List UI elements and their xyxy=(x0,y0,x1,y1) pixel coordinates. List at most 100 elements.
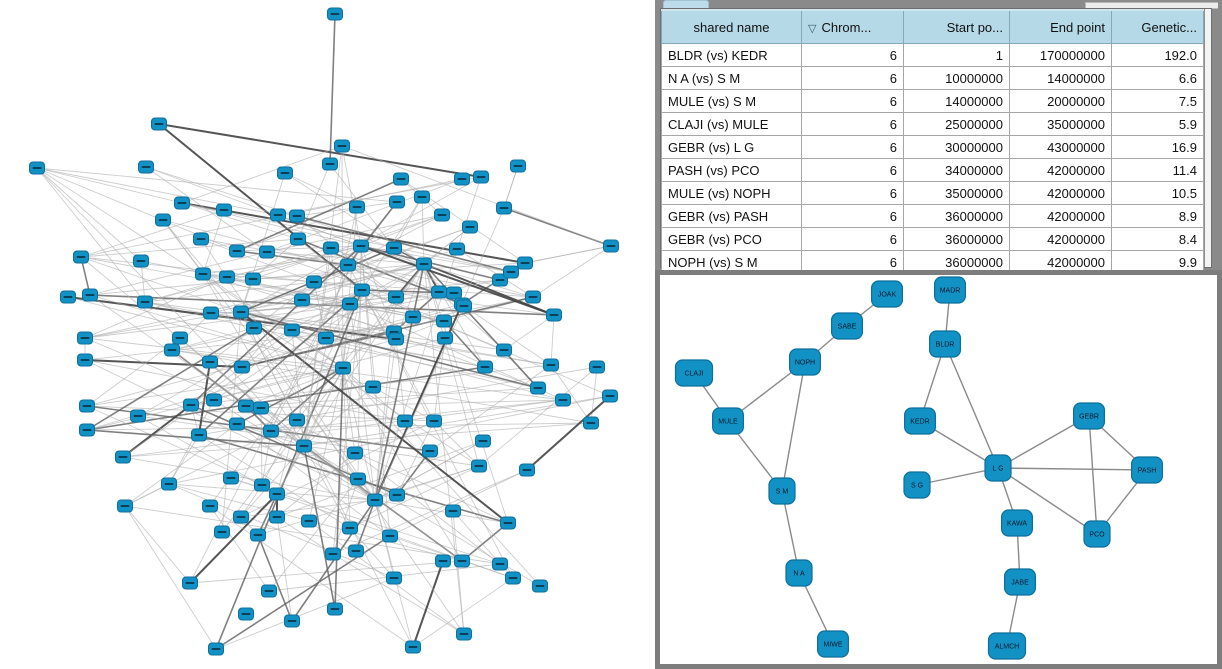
network-node[interactable] xyxy=(138,160,154,174)
network-edge[interactable] xyxy=(334,367,344,610)
network-edge[interactable] xyxy=(124,505,217,650)
network-node[interactable] xyxy=(115,450,131,464)
network-node[interactable] xyxy=(161,477,177,491)
network-edge[interactable] xyxy=(209,505,414,648)
network-node[interactable] xyxy=(289,413,305,427)
table-cell[interactable]: 14000000 xyxy=(903,89,1010,113)
table-cell[interactable]: 6 xyxy=(801,181,904,205)
network-node[interactable] xyxy=(386,571,402,585)
network-edge[interactable] xyxy=(421,196,425,265)
network-edge[interactable] xyxy=(181,202,526,264)
network-edge[interactable] xyxy=(158,123,363,291)
network-node[interactable] xyxy=(206,393,222,407)
network-edge[interactable] xyxy=(86,305,465,407)
network-node[interactable] xyxy=(306,275,322,289)
filter-funnel-icon[interactable]: ▽ xyxy=(808,22,817,35)
network-node[interactable] xyxy=(245,272,261,286)
network-node[interactable] xyxy=(530,381,546,395)
network-edge[interactable] xyxy=(349,303,376,501)
network-edge[interactable] xyxy=(361,289,435,422)
table-cell[interactable]: 5.9 xyxy=(1111,112,1204,136)
network-node[interactable] xyxy=(350,472,366,486)
network-node[interactable] xyxy=(454,554,470,568)
table-cell[interactable]: 6 xyxy=(801,112,904,136)
network-edge[interactable] xyxy=(162,219,376,501)
network-edge[interactable] xyxy=(36,167,146,303)
network-edge[interactable] xyxy=(89,294,344,369)
table-scrollbar[interactable] xyxy=(1204,9,1211,267)
network-edge[interactable] xyxy=(590,366,598,424)
network-node[interactable] xyxy=(174,196,190,210)
network-edge[interactable] xyxy=(86,327,255,431)
table-cell[interactable]: 10.5 xyxy=(1111,181,1204,205)
table-cell[interactable]: MULE (vs) S M xyxy=(661,89,802,113)
network-edge[interactable] xyxy=(342,206,358,369)
table-cell[interactable]: 10000000 xyxy=(903,66,1010,90)
network-node[interactable] xyxy=(183,398,199,412)
table-cell[interactable]: 1 xyxy=(903,43,1010,67)
subnetwork-node[interactable]: N A xyxy=(785,559,813,587)
network-node[interactable] xyxy=(318,331,334,345)
table-cell[interactable]: 36000000 xyxy=(903,204,1010,228)
network-edge[interactable] xyxy=(158,123,482,178)
network-edge[interactable] xyxy=(240,296,397,313)
table-cell[interactable]: PASH (vs) PCO xyxy=(661,158,802,182)
network-node[interactable] xyxy=(532,579,548,593)
network-edge[interactable] xyxy=(303,445,356,454)
network-edge[interactable] xyxy=(478,366,598,467)
network-edge[interactable] xyxy=(332,289,363,555)
network-node[interactable] xyxy=(543,358,559,372)
subnetwork-edge[interactable] xyxy=(997,467,1098,535)
network-node[interactable] xyxy=(496,343,512,357)
network-edge[interactable] xyxy=(168,399,215,485)
network-edge[interactable] xyxy=(240,311,509,524)
network-edge[interactable] xyxy=(341,145,612,247)
network-edge[interactable] xyxy=(252,214,443,280)
network-edge[interactable] xyxy=(550,314,555,366)
network-edge[interactable] xyxy=(412,577,514,648)
network-edge[interactable] xyxy=(240,311,395,333)
network-edge[interactable] xyxy=(303,263,425,447)
network-edge[interactable] xyxy=(84,299,303,339)
network-node[interactable] xyxy=(137,295,153,309)
table-cell[interactable]: 6.6 xyxy=(1111,66,1204,90)
subnetwork-edge[interactable] xyxy=(781,361,806,492)
table-cell[interactable]: 25000000 xyxy=(903,112,1010,136)
column-header-start-point[interactable]: Start po... xyxy=(903,9,1010,44)
network-edge[interactable] xyxy=(360,214,443,247)
network-edge[interactable] xyxy=(245,387,539,407)
network-node[interactable] xyxy=(155,213,171,227)
network-node[interactable] xyxy=(246,321,262,335)
network-edge[interactable] xyxy=(301,299,539,389)
network-node[interactable] xyxy=(555,393,571,407)
network-node[interactable] xyxy=(445,504,461,518)
network-node[interactable] xyxy=(426,414,442,428)
table-cell[interactable]: 6 xyxy=(801,204,904,228)
network-node[interactable] xyxy=(434,208,450,222)
network-node[interactable] xyxy=(454,172,470,186)
network-node[interactable] xyxy=(60,290,76,304)
network-edge[interactable] xyxy=(303,386,374,447)
network-edge[interactable] xyxy=(395,320,445,340)
network-node[interactable] xyxy=(151,117,167,131)
subnetwork-node[interactable]: MULE xyxy=(711,407,744,435)
network-edge[interactable] xyxy=(463,305,552,366)
network-node[interactable] xyxy=(342,521,358,535)
network-edge[interactable] xyxy=(296,215,397,298)
network-edge[interactable] xyxy=(84,359,376,501)
table-cell[interactable]: 42000000 xyxy=(1009,158,1112,182)
network-node[interactable] xyxy=(238,399,254,413)
network-edge[interactable] xyxy=(303,367,344,447)
table-cell[interactable]: BLDR (vs) KEDR xyxy=(661,43,802,67)
table-row[interactable]: CLAJI (vs) MULE 6 25000000 35000000 5.9 xyxy=(661,112,1204,136)
network-edge[interactable] xyxy=(80,238,299,258)
subnetwork-canvas[interactable]: JOAK SABE NOPH CLAJI MULE S M N A MIWE MADR BLDR K… xyxy=(660,275,1217,664)
network-edge[interactable] xyxy=(303,445,463,562)
table-row[interactable]: N A (vs) S M 6 10000000 14000000 6.6 xyxy=(661,66,1204,90)
network-node[interactable] xyxy=(416,257,432,271)
network-edge[interactable] xyxy=(190,337,446,406)
table-cell[interactable]: CLAJI (vs) MULE xyxy=(661,112,802,136)
network-node[interactable] xyxy=(202,499,218,513)
network-edge[interactable] xyxy=(36,167,305,447)
network-node[interactable] xyxy=(133,254,149,268)
